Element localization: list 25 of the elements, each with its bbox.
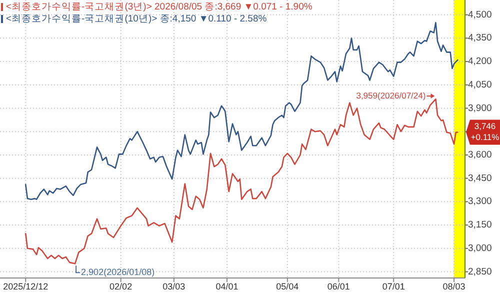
x-tick-label: 08/03 bbox=[442, 281, 466, 292]
x-tick-label: 07/01 bbox=[382, 281, 405, 292]
y-tick-label: 3,300 bbox=[468, 196, 492, 208]
y-tick-label: 4,050 bbox=[468, 79, 492, 90]
annotation: 3,959(2026/07/24) bbox=[356, 90, 426, 100]
x-tick-label: 02/02 bbox=[110, 281, 132, 292]
legend-label: <최종호가수익률-국고채권(10년)> 종:4,150 ▼0.110 - 2.58% bbox=[6, 14, 268, 25]
y-tick-label: 3,450 bbox=[468, 172, 492, 184]
x-tick-label: 03/03 bbox=[162, 281, 186, 292]
y-tick-label: 4,350 bbox=[468, 32, 492, 44]
legend-label: <최종호가수익률-국고채권(3년)> 2026/08/05 종:3,669 ▼0.071 - 1.90% bbox=[6, 2, 313, 13]
y-tick-label: 4,200 bbox=[468, 56, 492, 68]
y-tick-label: 3,600 bbox=[468, 149, 492, 160]
annotation: 2,902(2026/01/08) bbox=[81, 267, 155, 278]
x-tick-label: 04/01 bbox=[216, 281, 238, 292]
annotation: 3,746 +0.11% bbox=[470, 120, 500, 142]
y-tick-label: 3,900 bbox=[468, 102, 492, 114]
x-tick-label: 06/01 bbox=[327, 281, 350, 292]
value-tag: 3,746 +0.11% bbox=[466, 120, 500, 145]
y-tick-label: 3,000 bbox=[468, 242, 492, 254]
y-tick-label: 2,850 bbox=[468, 266, 492, 278]
x-tick-label: 2025/12/12 bbox=[3, 281, 48, 292]
y-tick-label: 3,150 bbox=[468, 220, 492, 231]
x-tick-label: 05/04 bbox=[276, 281, 299, 292]
y-tick-label: 4,500 bbox=[468, 9, 492, 20]
